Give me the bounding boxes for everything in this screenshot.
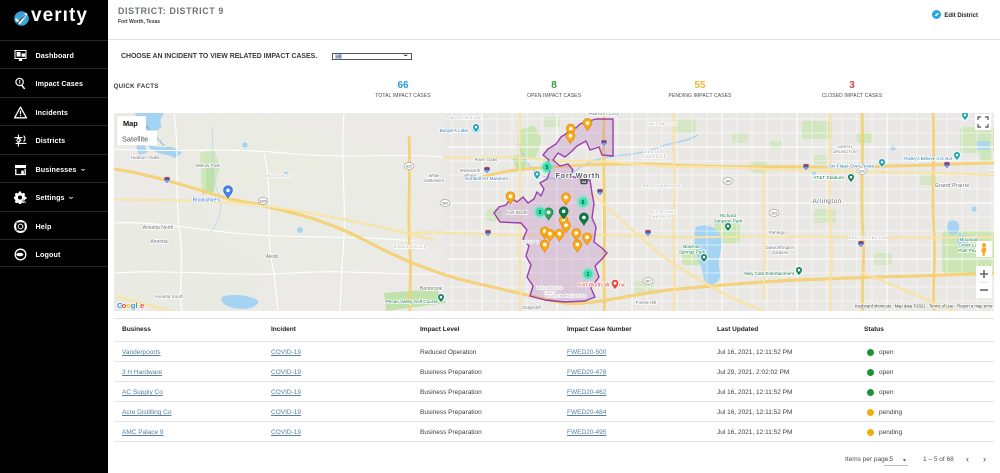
svg-text:Westworth: Westworth xyxy=(460,168,481,173)
svg-text:Aledo: Aledo xyxy=(266,254,279,260)
svg-text:HEIGHTS: HEIGHTS xyxy=(653,215,672,219)
svg-text:WEDGWOOD: WEDGWOOD xyxy=(537,286,563,290)
svg-text:5: 5 xyxy=(546,165,549,171)
svg-text:EAST: EAST xyxy=(544,291,555,295)
svg-text:35: 35 xyxy=(602,142,606,146)
svg-text:EASTER: EASTER xyxy=(645,150,664,154)
svg-text:nic: nic xyxy=(619,283,626,289)
svg-text:Village: Village xyxy=(463,173,477,178)
svg-text:3305: 3305 xyxy=(259,199,267,203)
svg-text:6: 6 xyxy=(582,200,585,206)
svg-text:EAST ARLINGTON: EAST ARLINGTON xyxy=(849,236,888,240)
svg-text:Kimbell Art Museum: Kimbell Art Museum xyxy=(465,176,508,182)
svg-text:Haltom City: Haltom City xyxy=(589,113,619,117)
svg-text:Fort Worth VA: Fort Worth VA xyxy=(578,283,610,289)
svg-text:20: 20 xyxy=(646,232,650,236)
svg-text:Arlington: Arlington xyxy=(813,198,842,205)
svg-text:30: 30 xyxy=(945,164,949,168)
svg-text:ARLINGTON: ARLINGTON xyxy=(833,149,856,154)
svg-text:Simpson Park: Simpson Park xyxy=(714,219,743,224)
svg-text:Hudson Oaks: Hudson Oaks xyxy=(130,155,160,161)
svg-text:20: 20 xyxy=(486,232,490,236)
svg-text:HALTOM CITY: HALTOM CITY xyxy=(647,122,676,126)
svg-text:Pantego: Pantego xyxy=(768,230,786,235)
svg-text:o: o xyxy=(126,301,131,310)
svg-text:Pecan Valley Golf Course: Pecan Valley Golf Course xyxy=(386,299,439,304)
svg-text:Ripley's Believe It or Not: Ripley's Believe It or Not xyxy=(904,156,952,161)
svg-text:Mountain: Mountain xyxy=(960,237,979,242)
svg-text:AT&T Stadium: AT&T Stadium xyxy=(813,175,844,181)
svg-text:180: 180 xyxy=(725,179,731,183)
svg-text:Brookshire's: Brookshire's xyxy=(193,198,221,204)
svg-text:Six Flags Over Texas: Six Flags Over Texas xyxy=(829,164,875,170)
svg-text:POLYTECHNIC: POLYTECHNIC xyxy=(647,210,676,214)
svg-text:20: 20 xyxy=(165,179,169,183)
svg-text:287: 287 xyxy=(645,279,651,283)
svg-text:Park Pavili: Park Pavili xyxy=(958,248,980,253)
svg-text:WORTH SIDE: WORTH SIDE xyxy=(451,116,482,120)
svg-text:RIVERSIDE: RIVERSIDE xyxy=(641,155,667,159)
svg-text:30: 30 xyxy=(485,169,489,173)
svg-text:Edgecliff: Edgecliff xyxy=(523,305,541,310)
svg-text:24: 24 xyxy=(582,180,587,184)
svg-text:Fort Worth: Fort Worth xyxy=(556,173,601,180)
svg-text:MEADOWBROOK: MEADOWBROOK xyxy=(643,184,681,188)
svg-text:W: W xyxy=(990,169,994,174)
svg-text:WOODMONT: WOODMONT xyxy=(267,174,293,178)
svg-text:20: 20 xyxy=(859,243,863,247)
svg-text:o: o xyxy=(122,301,127,310)
svg-text:Burger's Lake: Burger's Lake xyxy=(440,128,469,133)
svg-text:303: 303 xyxy=(771,211,777,215)
svg-text:NORTH: NORTH xyxy=(838,144,852,149)
svg-text:1: 1 xyxy=(587,272,590,278)
svg-text:Dalworthington: Dalworthington xyxy=(766,245,795,250)
svg-text:820: 820 xyxy=(406,164,412,168)
svg-text:580: 580 xyxy=(442,201,448,205)
svg-text:Annetta: Annetta xyxy=(150,239,167,245)
svg-text:G: G xyxy=(117,301,123,310)
svg-text:Grand Prairie: Grand Prairie xyxy=(935,183,970,189)
svg-text:g: g xyxy=(131,301,136,310)
svg-text:Bowman: Bowman xyxy=(683,244,701,249)
svg-text:Annetta South: Annetta South xyxy=(154,294,184,299)
svg-text:Satellite: Satellite xyxy=(122,135,148,144)
svg-text:White: White xyxy=(429,173,440,178)
svg-text:e: e xyxy=(140,301,144,310)
svg-text:30: 30 xyxy=(804,166,808,170)
svg-text:Keyboard shortcuts Map data: Keyboard shortcuts Map data ©2021 Terms … xyxy=(855,304,993,309)
svg-text:30: 30 xyxy=(598,191,602,195)
svg-text:5: 5 xyxy=(539,210,542,216)
svg-text:Settlement: Settlement xyxy=(424,178,445,183)
svg-text:STOP 6: STOP 6 xyxy=(523,240,539,244)
svg-text:l: l xyxy=(135,301,137,310)
svg-text:Map: Map xyxy=(123,119,138,128)
svg-text:820: 820 xyxy=(859,169,865,173)
svg-text:Benbrook: Benbrook xyxy=(420,286,443,292)
svg-text:Annetta North: Annetta North xyxy=(143,225,174,231)
svg-text:Willow Park: Willow Park xyxy=(195,163,221,169)
svg-text:Richard: Richard xyxy=(720,213,736,218)
svg-text:Fort Worth: Fort Worth xyxy=(506,210,528,215)
svg-text:RIDGLEA HILLS: RIDGLEA HILLS xyxy=(394,245,427,249)
svg-text:Springs Park: Springs Park xyxy=(679,250,706,255)
svg-text:Creek Lak: Creek Lak xyxy=(959,243,981,248)
svg-text:Gardens: Gardens xyxy=(772,250,788,255)
svg-text:Alley Cats Entertainment: Alley Cats Entertainment xyxy=(743,271,794,276)
svg-text:WORTH HEIGHTS: WORTH HEIGHTS xyxy=(546,294,587,298)
svg-text:Forest Hill: Forest Hill xyxy=(636,300,657,305)
svg-text:River Oaks: River Oaks xyxy=(475,157,498,162)
